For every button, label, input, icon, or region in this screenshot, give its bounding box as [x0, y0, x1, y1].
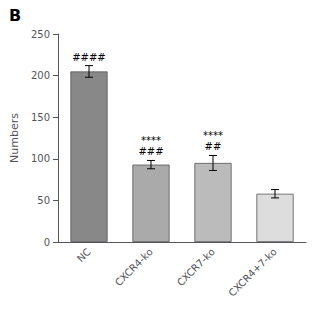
svg-text:0: 0 [44, 237, 50, 248]
svg-text:NC: NC [75, 246, 93, 264]
svg-text:####: #### [72, 52, 106, 63]
svg-text:50: 50 [37, 195, 50, 206]
svg-text:Numbers: Numbers [8, 113, 21, 163]
svg-text:****: **** [203, 130, 223, 141]
svg-text:###: ### [138, 146, 163, 157]
svg-text:CXCR4+7-ko: CXCR4+7-ko [226, 246, 278, 298]
svg-text:150: 150 [31, 112, 50, 123]
svg-text:##: ## [205, 141, 222, 152]
svg-text:100: 100 [31, 153, 50, 164]
svg-text:B: B [9, 6, 21, 25]
svg-text:****: **** [141, 135, 161, 146]
svg-text:CXCR4-ko: CXCR4-ko [113, 246, 155, 288]
svg-text:CXCR7-ko: CXCR7-ko [175, 246, 217, 288]
svg-text:250: 250 [31, 29, 50, 40]
svg-text:200: 200 [31, 70, 50, 81]
